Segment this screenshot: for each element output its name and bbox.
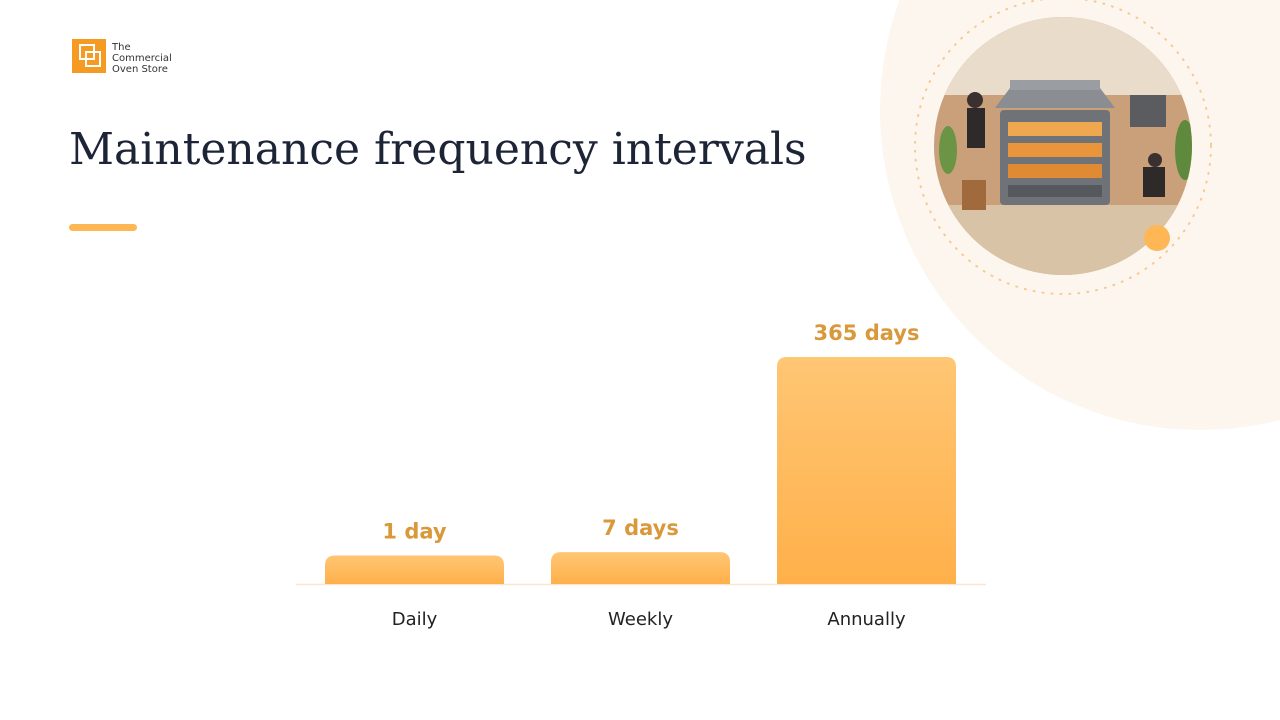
bar: [325, 555, 504, 584]
title-underline: [69, 224, 137, 231]
accent-dot: [1144, 225, 1170, 251]
brand-line: Commercial: [112, 53, 172, 64]
brand-line: Oven Store: [112, 64, 168, 75]
value-label: 1 day: [382, 519, 446, 543]
value-label: 7 days: [602, 516, 679, 540]
x-tick-label: Daily: [392, 609, 438, 630]
bar: [777, 357, 956, 584]
x-tick-label: Weekly: [608, 609, 673, 630]
chart-title: Maintenance frequency intervals: [69, 124, 807, 175]
value-label: 365 days: [814, 321, 920, 345]
dotted-ring: [914, 0, 1212, 295]
logo: The Commercial Oven Store: [72, 39, 172, 75]
bar: [551, 552, 730, 584]
brand-line: The: [111, 42, 131, 53]
x-tick-label: Annually: [827, 609, 906, 630]
